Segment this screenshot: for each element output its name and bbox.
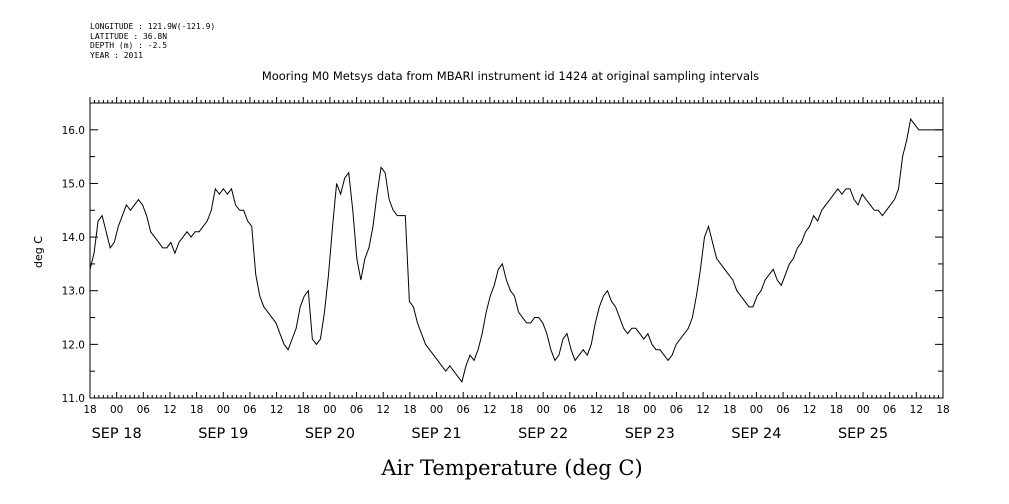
chart-title: Mooring M0 Metsys data from MBARI instru… bbox=[261, 69, 760, 83]
air-temperature-series-line bbox=[89, 117, 943, 384]
x-hour-tick-label: 00 bbox=[323, 404, 336, 416]
plot-frame bbox=[89, 102, 944, 399]
x-date-label: SEP 25 bbox=[838, 426, 888, 442]
y-tick-label: 11.0 bbox=[62, 393, 85, 405]
x-hour-tick-label: 18 bbox=[936, 404, 949, 416]
latitude-text: LATITUDE : 36.8N bbox=[90, 31, 168, 41]
x-date-label: SEP 23 bbox=[625, 426, 675, 442]
x-hour-tick-label: 12 bbox=[910, 404, 923, 416]
x-hour-tick-label: 18 bbox=[83, 404, 96, 416]
longitude-text: LONGITUDE : 121.9W(-121.9) bbox=[90, 22, 216, 31]
x-hour-tick-label: 06 bbox=[137, 404, 151, 416]
x-hour-tick-label: 06 bbox=[776, 404, 790, 416]
x-hour-tick-label: 18 bbox=[297, 404, 310, 416]
mooring-metadata: LONGITUDE : 121.9W(-121.9) LATITUDE : 36… bbox=[90, 22, 215, 60]
y-tick-label: 14.0 bbox=[62, 232, 85, 244]
x-hour-tick-label: 00 bbox=[110, 404, 123, 416]
x-date-label: SEP 18 bbox=[92, 426, 142, 442]
x-hour-tick-label: 18 bbox=[616, 404, 629, 416]
y-tick-label: 15.0 bbox=[62, 178, 85, 190]
x-axis-label: Air Temperature (deg C) bbox=[380, 456, 642, 480]
y-tick-label: 12.0 bbox=[62, 339, 85, 351]
x-hour-tick-label: 00 bbox=[856, 404, 869, 416]
x-hour-tick-label: 00 bbox=[430, 404, 443, 416]
x-hour-tick-label: 12 bbox=[483, 404, 496, 416]
x-hour-tick-label: 12 bbox=[803, 404, 816, 416]
x-hour-tick-label: 00 bbox=[750, 404, 763, 416]
x-date-label: SEP 24 bbox=[731, 426, 781, 442]
x-hour-tick-label: 06 bbox=[457, 404, 471, 416]
y-tick-label: 16.0 bbox=[62, 125, 85, 137]
x-hour-tick-label: 06 bbox=[563, 404, 577, 416]
y-tick-label: 13.0 bbox=[62, 286, 85, 298]
x-hour-tick-label: 06 bbox=[883, 404, 897, 416]
x-hour-tick-label: 00 bbox=[536, 404, 549, 416]
x-date-label: SEP 20 bbox=[305, 426, 355, 442]
x-hour-tick-label: 12 bbox=[377, 404, 390, 416]
x-hour-tick-label: 18 bbox=[510, 404, 523, 416]
y-axis-label: deg C bbox=[32, 236, 45, 268]
x-hour-tick-label: 12 bbox=[163, 404, 176, 416]
depth-text: DEPTH (m) : -2.5 bbox=[90, 41, 168, 50]
x-hour-tick-label: 06 bbox=[350, 404, 364, 416]
x-hour-tick-label: 12 bbox=[696, 404, 709, 416]
x-hour-tick-label: 18 bbox=[723, 404, 736, 416]
x-hour-tick-label: 18 bbox=[830, 404, 843, 416]
year-text: YEAR : 2011 bbox=[90, 50, 143, 60]
x-date-label: SEP 22 bbox=[518, 426, 568, 442]
x-hour-tick-label: 00 bbox=[217, 404, 230, 416]
x-hour-tick-label: 06 bbox=[670, 404, 684, 416]
x-hour-tick-label: 12 bbox=[590, 404, 603, 416]
x-hour-tick-label: 18 bbox=[403, 404, 416, 416]
x-hour-tick-label: 18 bbox=[190, 404, 203, 416]
x-date-label: SEP 19 bbox=[198, 426, 248, 442]
x-hour-tick-label: 00 bbox=[643, 404, 656, 416]
chart-title-wrapper: Mooring M0 Metsys data from MBARI instru… bbox=[0, 69, 1009, 83]
x-hour-tick-label: 06 bbox=[243, 404, 257, 416]
x-date-label: SEP 21 bbox=[411, 426, 461, 442]
x-hour-tick-label: 12 bbox=[270, 404, 283, 416]
